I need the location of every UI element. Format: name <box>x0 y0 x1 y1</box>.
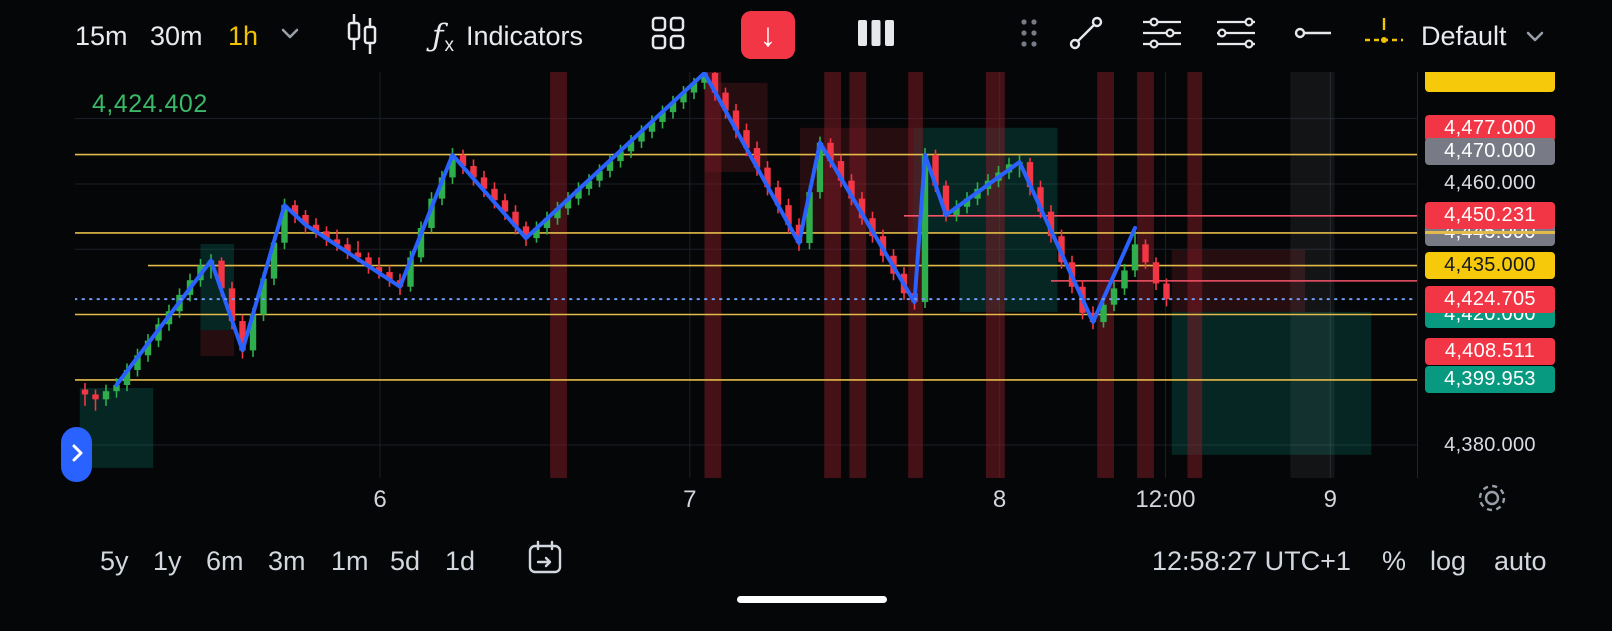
log-scale-toggle[interactable]: log <box>1430 530 1466 592</box>
go-to-date-button[interactable] <box>525 530 565 592</box>
indicators-button[interactable]: ƒx Indicators <box>432 0 583 72</box>
yellow-line-strike <box>1425 231 1555 234</box>
candles-layer <box>81 72 1170 411</box>
chart-style-button[interactable] <box>340 0 384 72</box>
bars-style-button[interactable] <box>851 0 901 72</box>
price-axis-label: 4,408.511 <box>1425 338 1555 366</box>
axis-settings-button[interactable] <box>1472 478 1512 518</box>
time-axis-label: 9 <box>1323 486 1337 513</box>
price-axis-label: 4,470.000 <box>1425 137 1555 165</box>
trend-line-tool-button[interactable] <box>1062 0 1110 72</box>
range-3m[interactable]: 3m <box>268 530 306 592</box>
parallel-lines-icon <box>1139 13 1185 60</box>
auto-scale-toggle[interactable]: auto <box>1494 530 1547 592</box>
top-toolbar: 15m 30m 1h ƒx Indicators <box>0 0 1612 72</box>
price-axis-label: 4,399.953 <box>1425 366 1555 394</box>
price-axis-label: 4,477.000 <box>1425 114 1555 142</box>
fx-icon: ƒx <box>432 18 454 56</box>
expand-panel-button[interactable] <box>61 427 92 482</box>
zigzag-line <box>114 72 1137 387</box>
bottom-toolbar: 5y 1y 6m 3m 1m 5d 1d 12:58:27 UTC+1 % lo… <box>0 530 1612 600</box>
chevron-right-icon <box>66 442 88 467</box>
template-selector[interactable]: Default <box>1421 0 1549 72</box>
chart-plot[interactable] <box>75 72 1417 478</box>
trend-line-icon <box>1066 13 1106 60</box>
percent-scale-toggle[interactable]: % <box>1382 530 1406 592</box>
price-axis-label: 4,435.000 <box>1425 252 1555 280</box>
range-6m[interactable]: 6m <box>206 530 244 592</box>
template-selector-label: Default <box>1421 20 1507 51</box>
price-axis-label <box>1425 72 1555 93</box>
clock-label[interactable]: 12:58:27 UTC+1 <box>1152 530 1351 592</box>
calendar-icon <box>525 538 565 585</box>
time-axis-label: 8 <box>992 486 1007 513</box>
home-indicator[interactable] <box>737 596 887 603</box>
layout-grid-button[interactable] <box>645 0 691 72</box>
parallel-lines-tool-button[interactable] <box>1136 0 1188 72</box>
time-axis-label: 12:00 <box>1135 486 1196 513</box>
price-axis-label: 4,450.231 <box>1425 202 1555 230</box>
price-axis[interactable]: 4,477.000 4,470.000 4,460.000 4,445.000 4,45… <box>1417 72 1612 478</box>
drawing-toolbar-handle[interactable] <box>1014 0 1044 72</box>
price-axis-label: 4,424.705 <box>1425 285 1555 313</box>
timeframe-15m[interactable]: 15m <box>75 0 128 72</box>
download-icon: ↓ <box>759 16 777 53</box>
drag-handle-icon <box>1018 16 1040 57</box>
lines-dots-icon <box>1213 13 1259 60</box>
timeframe-dropdown-button[interactable] <box>272 0 308 72</box>
price-axis-label: 4,460.000 <box>1444 172 1536 195</box>
chevron-down-icon <box>276 19 304 54</box>
indicators-label: Indicators <box>465 20 584 51</box>
time-axis-label: 6 <box>373 486 387 513</box>
range-1m[interactable]: 1m <box>331 530 369 592</box>
layout-grid-icon <box>648 13 688 60</box>
range-5y[interactable]: 5y <box>100 530 129 592</box>
gear-icon <box>1472 484 1512 521</box>
horizontal-ray-tool-button[interactable] <box>1288 0 1338 72</box>
range-1y[interactable]: 1y <box>153 530 182 592</box>
lines-dots-tool-button[interactable] <box>1210 0 1262 72</box>
horizontal-ray-icon <box>1291 13 1335 60</box>
indicator-value-label: 4,424.402 <box>92 90 208 118</box>
bars-icon <box>854 16 898 57</box>
range-5d[interactable]: 5d <box>390 530 420 592</box>
cross-line-tool-button[interactable] <box>1358 0 1410 72</box>
candlestick-icon <box>345 10 379 63</box>
download-button[interactable]: ↓ <box>741 11 795 59</box>
range-1d[interactable]: 1d <box>445 530 475 592</box>
price-axis-label: 4,380.000 <box>1444 433 1536 456</box>
time-axis-label: 7 <box>683 486 697 513</box>
time-axis[interactable]: 6 7 8 12:00 9 <box>75 478 1417 530</box>
timeframe-30m[interactable]: 30m <box>150 0 203 72</box>
cross-line-icon <box>1361 13 1407 60</box>
chevron-down-icon <box>1521 22 1549 50</box>
timeframe-1h[interactable]: 1h <box>228 0 258 72</box>
